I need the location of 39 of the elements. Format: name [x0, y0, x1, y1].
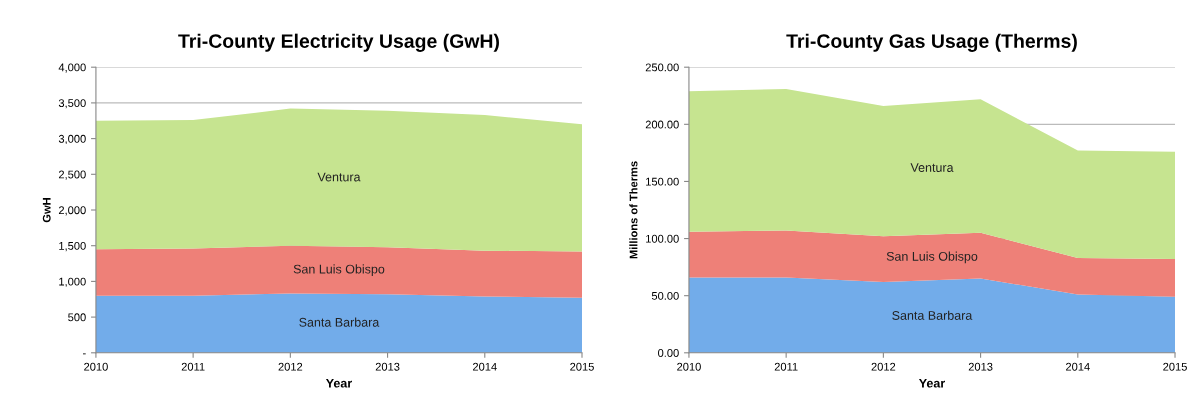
- y-tick-label: 250.00: [645, 63, 679, 72]
- x-tick-label: 2010: [677, 362, 701, 371]
- y-tick-label: 1,500: [59, 241, 86, 252]
- x-tick-label: 2014: [472, 362, 497, 371]
- series-label: Santa Barbara: [299, 317, 380, 327]
- x-tick-label: 2015: [570, 362, 594, 371]
- y-tick-label: 1,000: [59, 277, 86, 287]
- y-axis-title: GwH: [42, 198, 51, 223]
- y-tick-label: 2,000: [58, 206, 86, 216]
- y-axis-title: Millions of Therms: [629, 161, 638, 259]
- y-tick-label: 500: [68, 313, 86, 322]
- y-tick-label: -: [82, 353, 86, 355]
- series-label: Ventura: [910, 163, 954, 172]
- x-tick-label: 2014: [1066, 362, 1090, 371]
- series-label: San Luis Obispo: [886, 251, 978, 264]
- y-tick-label: 0.00: [658, 349, 679, 357]
- y-tick-label: 2,500: [58, 170, 86, 180]
- chart-title: Tri-County Gas Usage (Therms): [786, 33, 1077, 52]
- x-tick-label: 2012: [278, 362, 303, 371]
- x-axis-title: Year: [325, 378, 352, 388]
- x-tick-label: 2015: [1163, 362, 1187, 371]
- y-tick-label: 4,000: [58, 63, 86, 73]
- x-axis-title: Year: [918, 378, 945, 388]
- series-label: Ventura: [317, 172, 361, 182]
- chart-title: Tri-County Electricity Usage (GwH): [178, 33, 499, 52]
- y-tick-label: 3,500: [58, 99, 86, 109]
- x-tick-label: 2011: [774, 362, 798, 371]
- x-tick-label: 2013: [375, 362, 400, 371]
- x-tick-label: 2011: [181, 362, 205, 371]
- x-tick-label: 2013: [968, 362, 993, 371]
- y-tick-label: 150.00: [646, 177, 679, 186]
- series-label: San Luis Obispo: [293, 264, 385, 276]
- y-tick-label: 3,000: [58, 134, 86, 145]
- y-tick-label: 50.00: [651, 291, 679, 300]
- y-tick-label: 200.00: [645, 120, 679, 129]
- x-tick-label: 2012: [871, 362, 896, 371]
- x-tick-label: 2010: [84, 362, 108, 371]
- y-tick-label: 100.00: [646, 234, 679, 243]
- series-label: Santa Barbara: [892, 310, 973, 320]
